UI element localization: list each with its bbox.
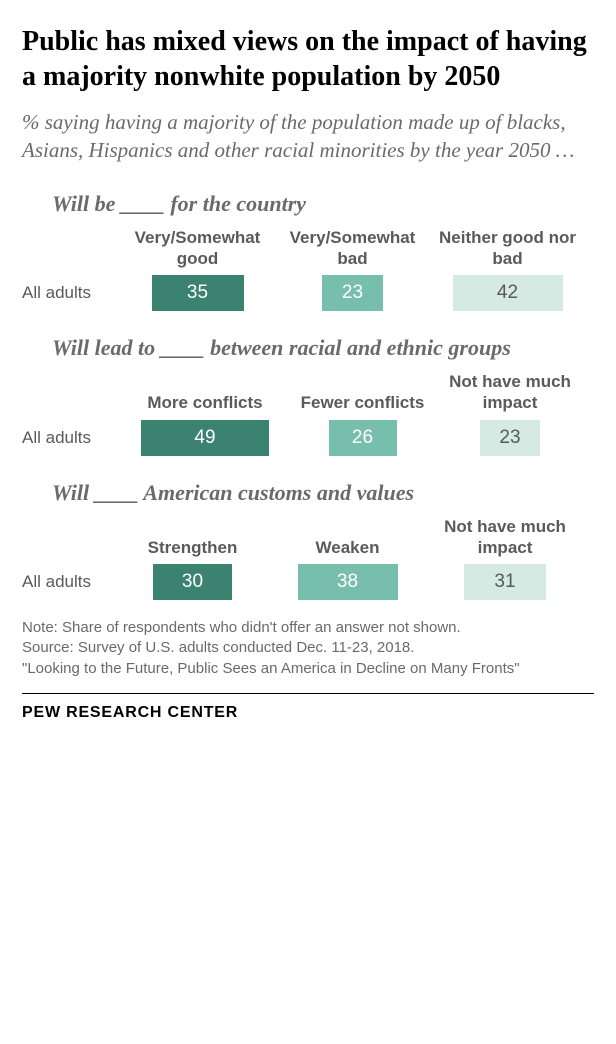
column-header: Very/Somewhat good [120, 227, 275, 270]
source-text: Source: Survey of U.S. adults conducted … [22, 638, 594, 658]
bar: 23 [480, 420, 540, 456]
chart-row: All adults Strengthen 30 Weaken 38 Not have m… [22, 516, 594, 601]
column-header: Very/Somewhat bad [275, 227, 430, 270]
bar-wrap: 31 [430, 564, 580, 600]
note-text: Note: Share of respondents who didn't of… [22, 618, 594, 638]
chart-column: Fewer conflicts 26 [290, 376, 435, 456]
bar-wrap: 23 [435, 420, 585, 456]
column-header: Not have much impact [435, 371, 585, 414]
bar: 23 [322, 275, 383, 311]
section-heading: Will be ____ for the country [52, 191, 594, 217]
section-heading: Will ____ American customs and values [52, 480, 594, 506]
chart-column: Strengthen 30 [120, 520, 265, 600]
column-header: Neither good nor bad [430, 227, 585, 270]
bar: 35 [152, 275, 244, 311]
bar-wrap: 26 [290, 420, 435, 456]
footer-divider [22, 693, 594, 694]
bar: 30 [153, 564, 232, 600]
section-heading: Will lead to ____ between racial and eth… [52, 335, 594, 361]
chart-column: Not have much impact 31 [430, 516, 580, 601]
chart-column: Very/Somewhat good 35 [120, 227, 275, 312]
chart-row: All adultsVery/Somewhat good35Very/Somew… [22, 227, 594, 312]
bar: 42 [453, 275, 563, 311]
chart-row: All adults More conflicts 49 Fewer conflict… [22, 371, 594, 456]
chart-sections: Will be ____ for the countryAll adultsVe… [22, 191, 594, 601]
footer-brand: PEW RESEARCH CENTER [22, 704, 594, 722]
column-header: More conflicts [147, 376, 262, 414]
column-header: Strengthen [148, 520, 238, 558]
column-header: Fewer conflicts [301, 376, 425, 414]
bar: 49 [141, 420, 269, 456]
row-label: All adults [22, 572, 120, 600]
chart-subtitle: % saying having a majority of the popula… [22, 108, 594, 165]
bar-wrap: 42 [430, 275, 585, 311]
row-label: All adults [22, 283, 120, 311]
bar: 38 [298, 564, 398, 600]
report-text: "Looking to the Future, Public Sees an A… [22, 659, 594, 679]
chart-column: Weaken 38 [265, 520, 430, 600]
bar-wrap: 49 [120, 420, 290, 456]
bar: 26 [329, 420, 397, 456]
notes-block: Note: Share of respondents who didn't of… [22, 618, 594, 679]
row-label: All adults [22, 428, 120, 456]
bar-wrap: 35 [120, 275, 275, 311]
bar: 31 [464, 564, 546, 600]
bar-wrap: 23 [275, 275, 430, 311]
bar-wrap: 30 [120, 564, 265, 600]
chart-column: Not have much impact 23 [435, 371, 585, 456]
bar-wrap: 38 [265, 564, 430, 600]
chart-column: Very/Somewhat bad 23 [275, 227, 430, 312]
chart-title: Public has mixed views on the impact of … [22, 24, 594, 94]
column-header: Weaken [316, 520, 380, 558]
chart-column: Neither good nor bad 42 [430, 227, 585, 312]
column-header: Not have much impact [430, 516, 580, 559]
chart-column: More conflicts 49 [120, 376, 290, 456]
